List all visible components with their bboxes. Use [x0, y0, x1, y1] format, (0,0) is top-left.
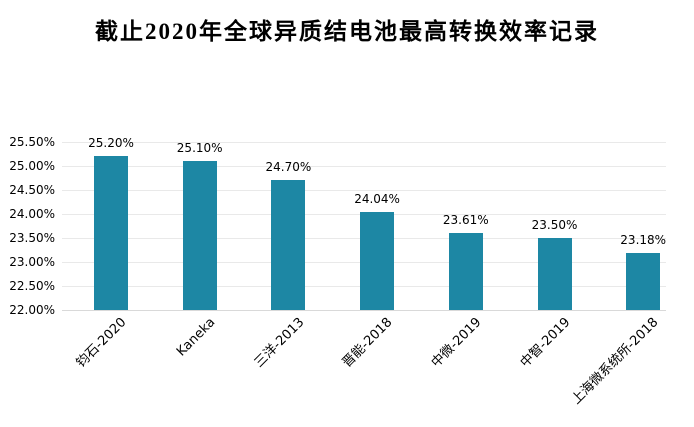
bar-value-label: 24.04%: [354, 192, 400, 207]
bar: [448, 232, 483, 310]
y-axis-tick-label: 22.50%: [9, 279, 55, 293]
bar: [94, 156, 128, 310]
x-axis-category-label: 上海微系统所-2018: [569, 315, 662, 408]
bar: [271, 180, 306, 310]
y-axis-tick-label: 23.00%: [9, 255, 55, 269]
x-axis-category-label: 中微-2019: [428, 315, 485, 371]
bar-value-label: 25.10%: [176, 141, 223, 156]
y-axis-tick-label: 22.00%: [9, 303, 55, 317]
y-axis-tick-label: 24.50%: [9, 183, 55, 197]
gridline: [62, 190, 666, 191]
bar-value-label: 25.20%: [88, 136, 134, 151]
x-axis-category-label: 晋能-2018: [339, 315, 396, 371]
y-axis-tick-label: 24.00%: [9, 207, 55, 221]
bar-value-label: 23.18%: [620, 233, 667, 248]
bar: [537, 238, 572, 310]
bar: [360, 212, 395, 310]
bar: [626, 253, 661, 310]
gridline: [62, 310, 666, 311]
y-axis-tick-label: 25.50%: [9, 135, 55, 149]
chart-title: 截止2020年全球异质结电池最高转换效率记录: [95, 19, 599, 44]
x-axis-category-label: Kaneka: [173, 315, 219, 360]
bar-value-label: 23.61%: [442, 212, 489, 227]
y-axis-tick-label: 23.50%: [9, 231, 55, 245]
bar-value-label: 24.70%: [265, 160, 312, 175]
gridline: [62, 166, 666, 167]
bar-value-label: 23.50%: [531, 218, 578, 232]
gridline: [62, 142, 666, 143]
x-axis-category-label: 三洋-2013: [251, 315, 307, 371]
y-axis-tick-label: 25.00%: [9, 159, 55, 173]
x-axis-category-label: 中智-2019: [517, 315, 574, 371]
x-axis-category-label: 钧石-2020: [73, 315, 130, 371]
bar: [182, 161, 217, 310]
